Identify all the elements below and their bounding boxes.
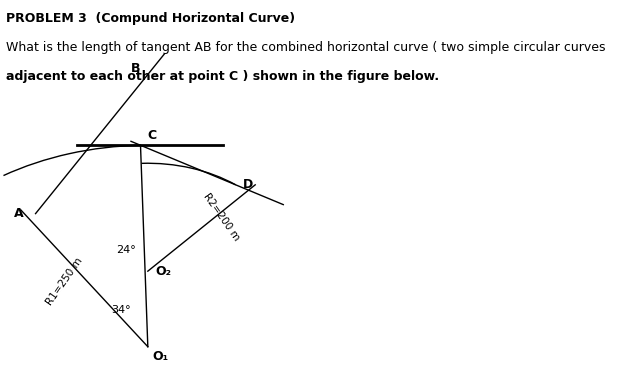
Text: C: C [148, 129, 157, 142]
Text: 34°: 34° [111, 305, 131, 315]
Text: R1=250 m: R1=250 m [45, 256, 85, 308]
Text: R2=200 m: R2=200 m [201, 192, 241, 243]
Text: PROBLEM 3  (Compund Horizontal Curve): PROBLEM 3 (Compund Horizontal Curve) [6, 12, 296, 25]
Text: 24°: 24° [116, 245, 136, 255]
Text: B: B [131, 62, 141, 75]
Text: D: D [243, 178, 253, 191]
Text: What is the length of tangent AB for the combined horizontal curve ( two simple : What is the length of tangent AB for the… [6, 41, 606, 54]
Text: O₁: O₁ [152, 350, 169, 363]
Text: adjacent to each other at point C ) shown in the figure below.: adjacent to each other at point C ) show… [6, 70, 439, 83]
Text: A: A [14, 207, 23, 220]
Text: O₂: O₂ [155, 265, 171, 278]
